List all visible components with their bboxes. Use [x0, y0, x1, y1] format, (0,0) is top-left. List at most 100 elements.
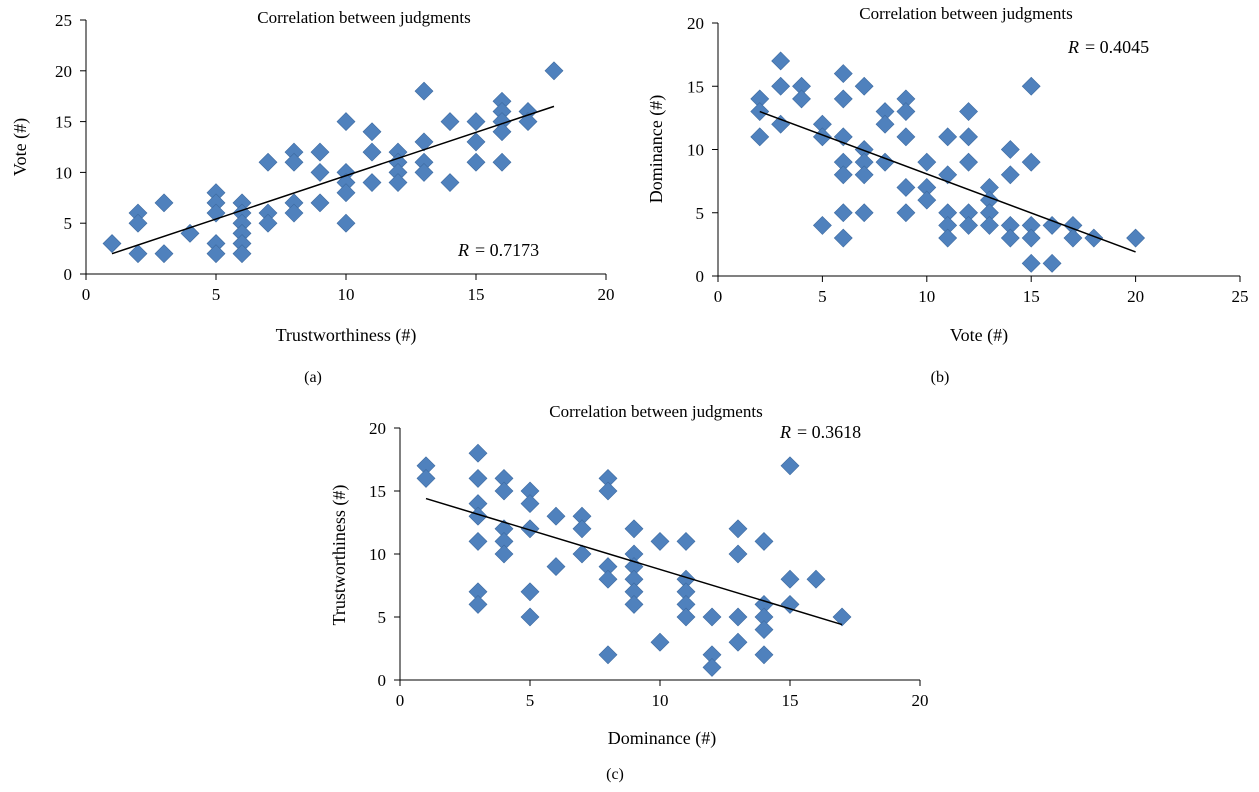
data-point — [806, 569, 826, 589]
data-point — [780, 569, 800, 589]
data-point — [896, 102, 916, 121]
x-tick-label: 0 — [714, 287, 723, 306]
data-point — [1021, 76, 1041, 96]
data-point — [1021, 253, 1041, 273]
y-tick-label: 5 — [64, 214, 73, 233]
data-point — [812, 215, 832, 235]
y-tick-label: 20 — [55, 62, 72, 81]
trendline — [425, 497, 843, 626]
y-tick-label: 15 — [687, 77, 704, 96]
data-point — [466, 132, 486, 152]
data-point — [728, 607, 748, 627]
x-tick-label: 10 — [338, 285, 355, 304]
data-point — [520, 582, 540, 602]
data-point — [624, 519, 644, 539]
data-point — [336, 213, 356, 233]
y-tick-label: 0 — [696, 267, 705, 286]
data-point — [440, 112, 460, 132]
data-point — [875, 114, 895, 134]
data-point — [494, 544, 514, 564]
x-tick-label: 15 — [468, 285, 485, 304]
y-tick-label: 5 — [696, 204, 705, 223]
data-point — [520, 519, 540, 539]
data-point — [494, 481, 514, 501]
chart-title: Correlation between judgments — [549, 402, 762, 421]
y-tick-label: 15 — [55, 113, 72, 132]
chart-a: 0 5 10 15 20 0 5 10 15 20 25 Correlation between ju… — [10, 8, 615, 386]
data-point — [1021, 152, 1041, 172]
data-point — [388, 173, 408, 192]
panel-label: (b) — [931, 369, 950, 386]
data-point — [833, 228, 853, 248]
data-point — [154, 244, 174, 264]
data-point — [572, 519, 592, 539]
data-point — [917, 190, 937, 210]
data-point — [492, 152, 512, 172]
data-point — [938, 228, 958, 248]
data-point — [917, 152, 937, 172]
x-tick-label: 15 — [1023, 287, 1040, 306]
data-point — [416, 468, 436, 488]
data-point — [875, 152, 895, 172]
data-point — [728, 632, 748, 652]
data-point — [702, 657, 722, 677]
correlation-symbol: R — [1067, 37, 1079, 57]
data-point — [1000, 228, 1020, 248]
data-point — [780, 594, 800, 614]
data-point — [1126, 228, 1146, 248]
trendline — [111, 105, 555, 255]
data-point — [676, 607, 696, 627]
correlation-annotation: R = 0.7173 — [457, 240, 539, 260]
data-point — [336, 112, 356, 132]
correlation-annotation: R = 0.3618 — [779, 422, 861, 442]
y-tick-label: 20 — [369, 419, 386, 438]
data-point — [771, 76, 791, 96]
data-point — [598, 481, 618, 501]
data-point — [572, 544, 592, 564]
data-point — [959, 102, 978, 121]
y-tick-label: 5 — [378, 608, 387, 627]
data-point — [854, 165, 874, 185]
x-tick-label: 10 — [918, 287, 935, 306]
data-point — [414, 132, 434, 152]
data-point — [520, 607, 540, 627]
x-tick-label: 5 — [818, 287, 827, 306]
data-point — [771, 114, 791, 134]
data-point — [780, 456, 800, 476]
data-point — [833, 203, 853, 223]
data-point — [754, 645, 774, 665]
correlation-value: = 0.4045 — [1085, 37, 1149, 57]
data-point — [466, 112, 486, 132]
data-point — [938, 127, 958, 147]
data-point — [832, 607, 852, 627]
data-point — [362, 122, 382, 142]
data-point — [546, 557, 566, 577]
data-point — [362, 173, 382, 192]
data-point — [896, 203, 916, 223]
data-point — [959, 215, 978, 235]
data-point — [598, 645, 618, 665]
x-tick-label: 5 — [526, 691, 535, 710]
data-point — [792, 89, 811, 109]
data-point — [468, 468, 488, 488]
data-point — [310, 193, 330, 213]
data-point — [1063, 228, 1083, 248]
correlation-value: = 0.7173 — [475, 240, 539, 260]
data-point — [546, 506, 566, 526]
y-axis-label: Dominance (#) — [646, 95, 667, 203]
y-tick-label: 10 — [369, 545, 386, 564]
chart-c: 0 5 10 15 20 0 5 10 15 20 Correlation between judg… — [329, 402, 929, 783]
correlation-value: = 0.3618 — [797, 422, 861, 442]
y-axis-label: Vote (#) — [10, 118, 31, 176]
data-point — [466, 152, 486, 172]
x-tick-label: 5 — [212, 285, 221, 304]
y-tick-label: 15 — [369, 482, 386, 501]
data-point — [833, 64, 853, 84]
y-tick-label: 10 — [55, 163, 72, 182]
x-axis-label: Vote (#) — [950, 325, 1008, 346]
panel-label: (c) — [606, 766, 624, 783]
x-axis-label: Trustworthiness (#) — [276, 325, 417, 346]
data-point — [284, 152, 304, 172]
data-point — [102, 234, 122, 253]
